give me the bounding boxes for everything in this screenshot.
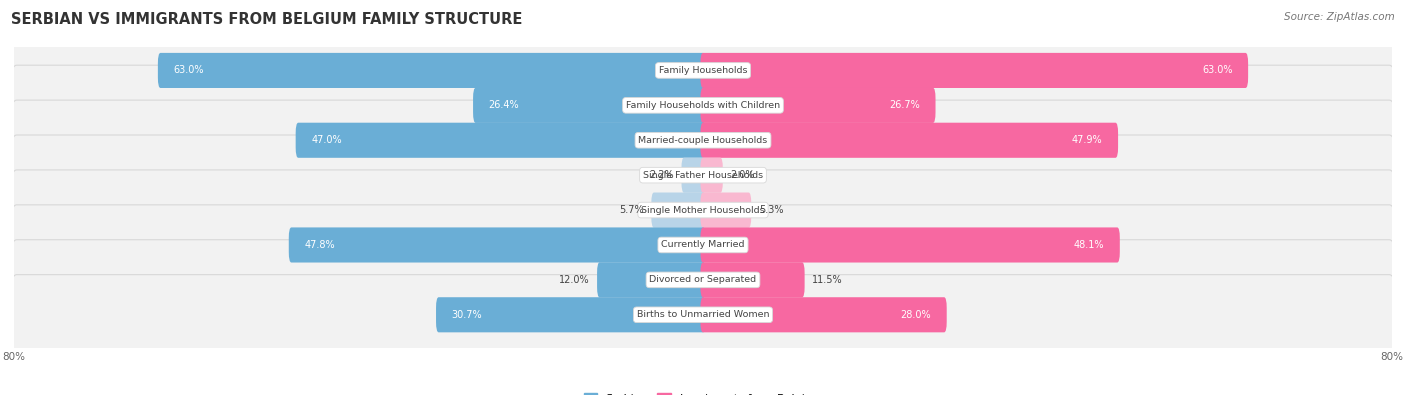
FancyBboxPatch shape — [10, 240, 1396, 320]
FancyBboxPatch shape — [436, 297, 706, 332]
FancyBboxPatch shape — [700, 297, 946, 332]
Text: Single Mother Households: Single Mother Households — [641, 205, 765, 214]
Text: Married-couple Households: Married-couple Households — [638, 136, 768, 145]
Text: 47.0%: 47.0% — [311, 135, 342, 145]
FancyBboxPatch shape — [651, 192, 706, 228]
FancyBboxPatch shape — [700, 88, 935, 123]
FancyBboxPatch shape — [700, 262, 804, 297]
FancyBboxPatch shape — [10, 30, 1396, 111]
FancyBboxPatch shape — [10, 205, 1396, 285]
FancyBboxPatch shape — [700, 158, 723, 193]
FancyBboxPatch shape — [682, 158, 706, 193]
Text: Currently Married: Currently Married — [661, 241, 745, 250]
Text: Births to Unmarried Women: Births to Unmarried Women — [637, 310, 769, 319]
Text: 12.0%: 12.0% — [558, 275, 589, 285]
FancyBboxPatch shape — [10, 170, 1396, 250]
Text: 48.1%: 48.1% — [1074, 240, 1104, 250]
Legend: Serbian, Immigrants from Belgium: Serbian, Immigrants from Belgium — [579, 389, 827, 395]
Text: 11.5%: 11.5% — [813, 275, 844, 285]
Text: 2.2%: 2.2% — [650, 170, 673, 180]
Text: 63.0%: 63.0% — [173, 66, 204, 75]
FancyBboxPatch shape — [10, 135, 1396, 215]
FancyBboxPatch shape — [700, 123, 1118, 158]
Text: 30.7%: 30.7% — [451, 310, 482, 320]
Text: SERBIAN VS IMMIGRANTS FROM BELGIUM FAMILY STRUCTURE: SERBIAN VS IMMIGRANTS FROM BELGIUM FAMIL… — [11, 12, 523, 27]
Text: Source: ZipAtlas.com: Source: ZipAtlas.com — [1284, 12, 1395, 22]
FancyBboxPatch shape — [598, 262, 706, 297]
FancyBboxPatch shape — [157, 53, 706, 88]
FancyBboxPatch shape — [700, 192, 751, 228]
FancyBboxPatch shape — [700, 228, 1119, 263]
Text: 47.8%: 47.8% — [304, 240, 335, 250]
FancyBboxPatch shape — [288, 228, 706, 263]
Text: 26.4%: 26.4% — [488, 100, 519, 110]
Text: Divorced or Separated: Divorced or Separated — [650, 275, 756, 284]
Text: 28.0%: 28.0% — [901, 310, 931, 320]
Text: 26.7%: 26.7% — [889, 100, 920, 110]
FancyBboxPatch shape — [10, 275, 1396, 355]
Text: 5.3%: 5.3% — [759, 205, 783, 215]
FancyBboxPatch shape — [10, 65, 1396, 145]
Text: 5.7%: 5.7% — [619, 205, 644, 215]
Text: 47.9%: 47.9% — [1071, 135, 1102, 145]
FancyBboxPatch shape — [472, 88, 706, 123]
FancyBboxPatch shape — [700, 53, 1249, 88]
Text: Single Father Households: Single Father Households — [643, 171, 763, 180]
Text: Family Households with Children: Family Households with Children — [626, 101, 780, 110]
Text: Family Households: Family Households — [659, 66, 747, 75]
FancyBboxPatch shape — [10, 100, 1396, 181]
Text: 63.0%: 63.0% — [1202, 66, 1233, 75]
Text: 2.0%: 2.0% — [731, 170, 755, 180]
FancyBboxPatch shape — [295, 123, 706, 158]
